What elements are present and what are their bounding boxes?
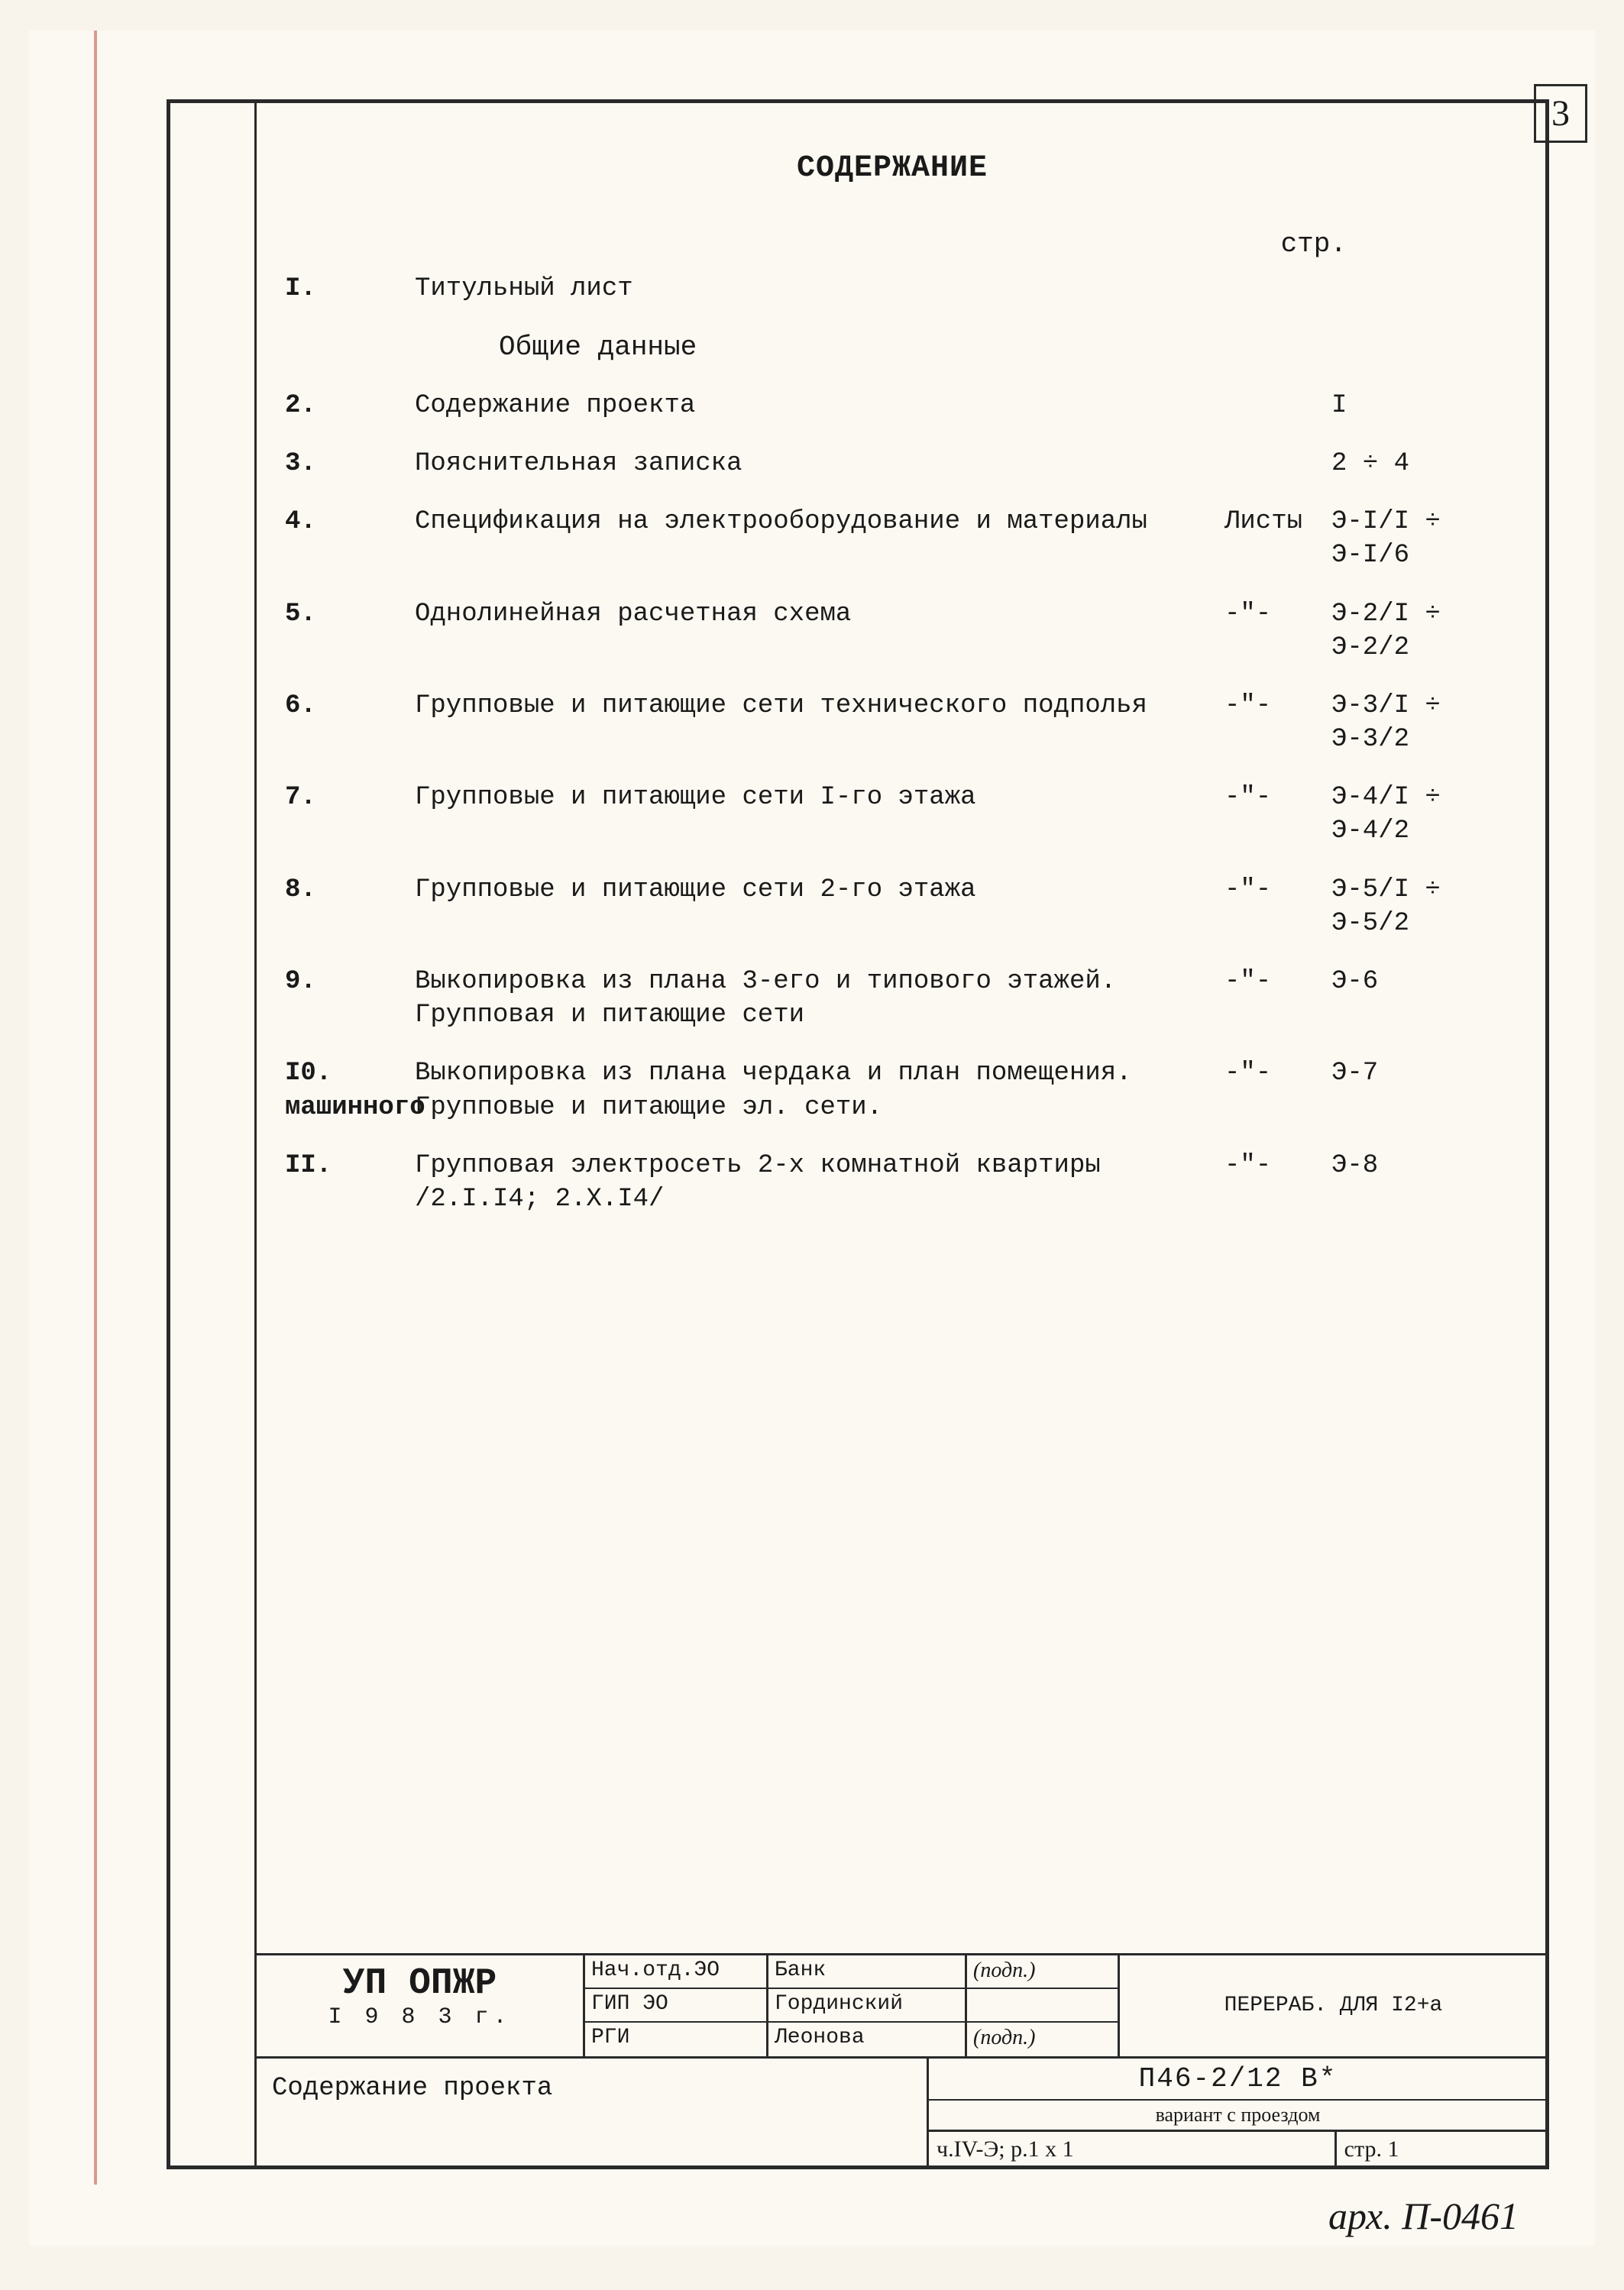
code-bottom-row: ч.IV-Э; р.1 х 1 стр. 1: [929, 2130, 1547, 2167]
signature-cell: (подп.): [967, 1955, 1118, 1989]
names-column: Банк Гординский Леонова: [768, 1955, 967, 2056]
code-right: стр. 1: [1337, 2132, 1547, 2167]
role-cell: РГИ: [585, 2023, 766, 2056]
archive-note: арх. П-0461: [1328, 2194, 1519, 2238]
project-variant: вариант с проездом: [929, 2099, 1547, 2130]
description-cell: Содержание проекта: [257, 2059, 929, 2167]
signature-cell: (подп.): [967, 2023, 1118, 2056]
name-cell: Леонова: [768, 2023, 965, 2056]
role-cell: Нач.отд.ЭО: [585, 1955, 766, 1989]
signature-cell: [967, 1989, 1118, 2023]
inner-frame: [254, 99, 1549, 2169]
organization-name: УП ОПЖР: [264, 1963, 575, 2004]
project-code: П46-2/12 В*: [929, 2059, 1547, 2099]
name-cell: Банк: [768, 1955, 965, 1989]
margin-red-line: [94, 31, 97, 2185]
signatures-area: Нач.отд.ЭО ГИП ЭО РГИ Банк Гординский Ле…: [585, 1955, 1547, 2056]
page: 3 СОДЕРЖАНИЕ стр. I. Титульный лист Общи…: [29, 31, 1595, 2246]
signatures-column: (подп.) (подп.): [967, 1955, 1120, 2056]
name-cell: Гординский: [768, 1989, 965, 2023]
organization-year: I 9 8 3 г.: [264, 2004, 575, 2030]
title-block-top-row: УП ОПЖР I 9 8 3 г. Нач.отд.ЭО ГИП ЭО РГИ…: [257, 1955, 1547, 2059]
code-cell: П46-2/12 В* вариант с проездом ч.IV-Э; р…: [929, 2059, 1547, 2167]
note-cell: ПЕРЕРАБ. ДЛЯ I2+а: [1120, 1955, 1547, 2056]
outer-frame: СОДЕРЖАНИЕ стр. I. Титульный лист Общие …: [167, 99, 1549, 2169]
organization-cell: УП ОПЖР I 9 8 3 г.: [257, 1955, 585, 2056]
title-block-bottom-row: Содержание проекта П46-2/12 В* вариант с…: [257, 2059, 1547, 2167]
code-left: ч.IV-Э; р.1 х 1: [929, 2132, 1337, 2167]
title-block: УП ОПЖР I 9 8 3 г. Нач.отд.ЭО ГИП ЭО РГИ…: [254, 1953, 1549, 2169]
role-cell: ГИП ЭО: [585, 1989, 766, 2023]
roles-column: Нач.отд.ЭО ГИП ЭО РГИ: [585, 1955, 768, 2056]
